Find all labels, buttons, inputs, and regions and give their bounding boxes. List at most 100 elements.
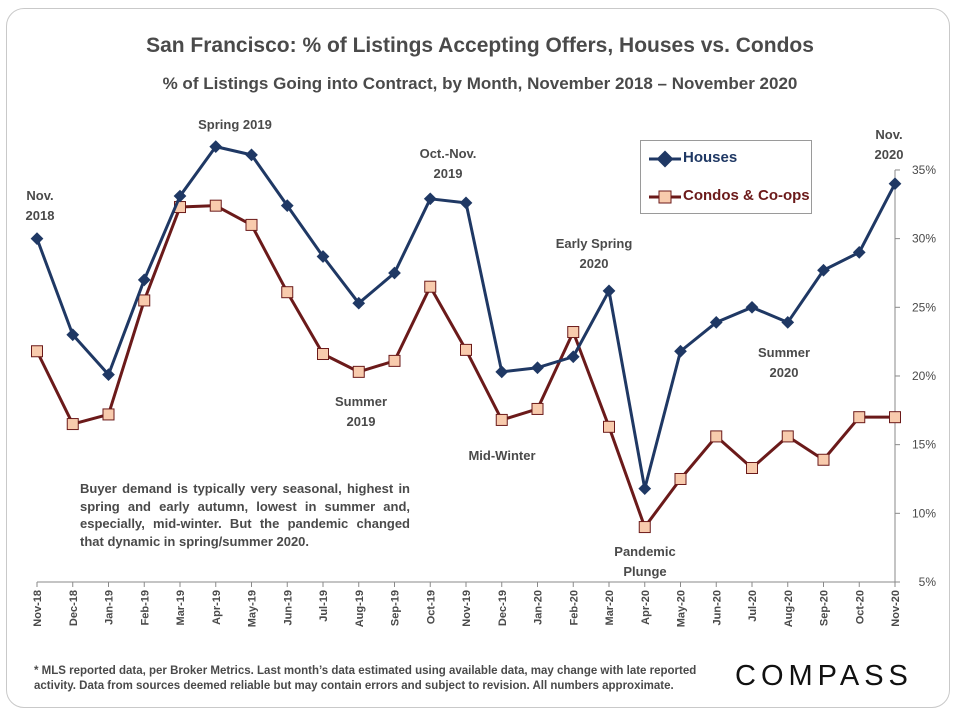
- x-tick-label: Aug-20: [783, 590, 795, 627]
- houses-point: [495, 365, 509, 379]
- condos-point: [138, 294, 151, 307]
- condos-point: [424, 280, 437, 293]
- x-tick-label: Apr-20: [640, 590, 652, 625]
- x-tick-label: Dec-18: [68, 590, 80, 626]
- x-tick-label: Nov-18: [32, 590, 44, 627]
- condos-point: [495, 413, 508, 426]
- x-tick-label: Jun-20: [711, 590, 723, 625]
- annotation-spring-2019: Spring 2019: [198, 117, 272, 132]
- x-tick-label: Nov-19: [461, 590, 473, 627]
- condos-point: [531, 402, 544, 415]
- annotation-pandemic-plunge: Plunge: [623, 564, 666, 579]
- chart-subtitle: % of Listings Going into Contract, by Mo…: [162, 74, 798, 93]
- condos-point: [817, 453, 830, 466]
- chart-title: San Francisco: % of Listings Accepting O…: [146, 34, 814, 57]
- y-tick-label: 25%: [912, 300, 936, 314]
- houses-point: [388, 266, 401, 280]
- condos-point: [317, 348, 329, 361]
- annotation-oct-nov-2019: 2019: [434, 166, 463, 181]
- houses-point: [66, 328, 80, 342]
- condos-point: [388, 354, 401, 367]
- condos-point: [674, 472, 687, 485]
- x-tick-label: Jan-20: [533, 590, 545, 625]
- annotation-pandemic-plunge: Pandemic: [614, 544, 675, 559]
- condos-line: [35, 204, 895, 529]
- y-tick-label: 5%: [919, 575, 937, 589]
- houses-point: [531, 361, 544, 375]
- condos-point: [31, 345, 43, 358]
- condos-point: [638, 521, 651, 534]
- condos-point: [567, 326, 580, 339]
- x-tick-label: Aug-19: [354, 590, 366, 627]
- condos-point: [209, 199, 222, 212]
- houses-point: [852, 246, 866, 259]
- footnote: * MLS reported data, per Broker Metrics.…: [34, 665, 697, 692]
- annotation-nov-2020: 2020: [875, 147, 904, 162]
- annotation-oct-nov-2019: Oct.-Nov.: [420, 146, 477, 161]
- x-tick-label: May-19: [247, 590, 259, 627]
- x-tick-label: Jun-19: [282, 590, 294, 625]
- x-tick-label: Nov-20: [890, 590, 902, 627]
- legend-swatch-houses: [649, 150, 681, 168]
- legend-label-condos: Condos & Co-ops: [683, 187, 810, 204]
- condos-point: [460, 343, 472, 356]
- houses-point: [245, 148, 258, 162]
- x-tick-label: Sep-20: [819, 590, 831, 626]
- x-tick-label: Mar-19: [175, 590, 187, 625]
- compass-logo: COMPASS: [735, 660, 913, 692]
- condos-point: [245, 218, 258, 231]
- condos-point: [746, 462, 758, 475]
- condos-point: [781, 430, 794, 443]
- x-tick-label: Oct-20: [854, 590, 866, 624]
- houses-point: [30, 232, 44, 245]
- condos-point: [66, 418, 79, 431]
- chart-frame: [6, 8, 950, 708]
- houses-point: [137, 273, 151, 287]
- annotation-summer-2019: Summer: [335, 394, 387, 409]
- houses-point: [638, 482, 652, 495]
- y-tick-label: 15%: [912, 438, 936, 452]
- x-tick-label: Jul-19: [318, 590, 330, 622]
- x-tick-label: Feb-19: [139, 590, 151, 625]
- annotation-nov-2020: Nov.: [875, 127, 902, 142]
- houses-point: [173, 189, 187, 203]
- condos-point: [889, 411, 901, 424]
- x-tick-label: May-20: [676, 590, 688, 627]
- x-tick-label: Oct-19: [425, 590, 437, 624]
- y-tick-label: 20%: [912, 369, 936, 383]
- annotation-nov-2018: Nov.: [26, 188, 53, 203]
- condos-point: [102, 408, 115, 421]
- houses-point: [423, 192, 437, 206]
- x-tick-label: Mar-20: [604, 590, 616, 625]
- annotation-early-spring-2020: 2020: [580, 256, 609, 271]
- chart-note: Buyer demand is typically very seasonal,…: [80, 481, 410, 549]
- houses-point: [566, 350, 580, 364]
- annotation-mid-winter: Mid-Winter: [468, 448, 535, 463]
- houses-point: [102, 368, 115, 381]
- legend-swatch-condos: [649, 190, 681, 204]
- houses-point: [352, 296, 366, 310]
- x-tick-label: Jan-19: [104, 590, 116, 625]
- x-tick-label: Feb-20: [568, 590, 580, 625]
- condos-point: [352, 365, 365, 378]
- annotation-nov-2018: 2018: [26, 208, 55, 223]
- y-tick-label: 30%: [912, 232, 936, 246]
- x-tick-label: Sep-19: [390, 590, 402, 626]
- condos-point: [603, 420, 615, 433]
- legend: Houses Condos & Co-ops: [640, 140, 812, 214]
- legend-label-houses: Houses: [683, 149, 738, 166]
- y-tick-label: 10%: [912, 506, 936, 520]
- houses-point: [602, 284, 616, 298]
- x-tick-label: Dec-19: [497, 590, 509, 626]
- condos-point: [281, 286, 294, 299]
- houses-point: [888, 177, 902, 191]
- annotation-early-spring-2020: Early Spring: [556, 236, 633, 251]
- houses-point: [745, 300, 759, 314]
- annotation-summer-2019: 2019: [347, 414, 376, 429]
- houses-point: [280, 199, 294, 213]
- annotation-summer-2020: Summer: [758, 345, 810, 360]
- y-tick-label: 35%: [912, 163, 936, 177]
- houses-point: [209, 140, 223, 153]
- houses-point: [459, 196, 473, 210]
